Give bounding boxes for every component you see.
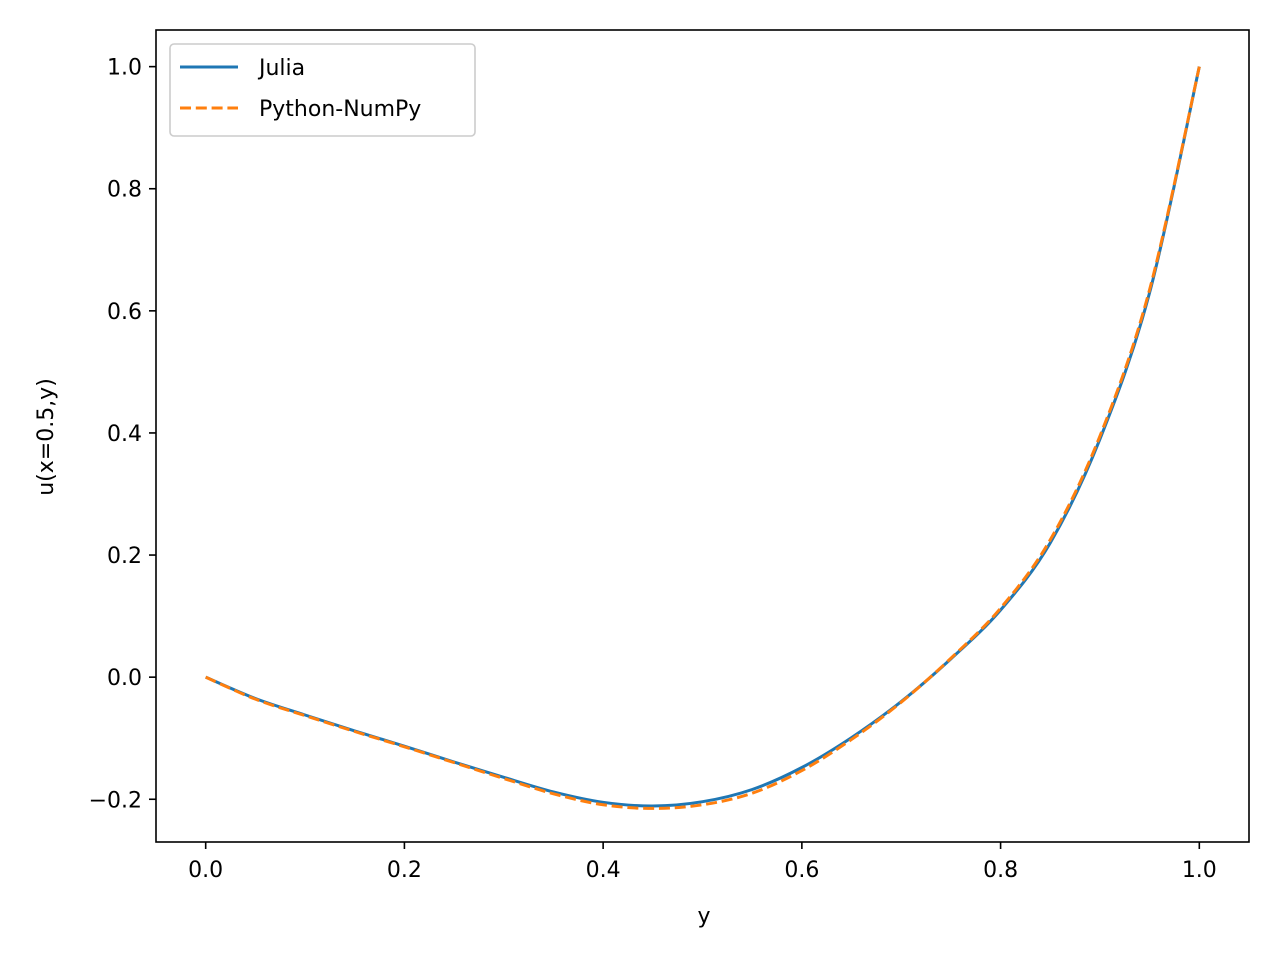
y-tick-label: −0.2: [89, 788, 142, 813]
x-tick-label: 0.2: [387, 858, 422, 883]
y-tick-label: 0.6: [107, 300, 142, 325]
x-axis-label: y: [697, 904, 710, 929]
x-tick-label: 0.6: [784, 858, 819, 883]
y-tick-label: 0.4: [107, 422, 142, 447]
legend: Julia Python-NumPy: [169, 43, 476, 137]
y-tick-label: 1.0: [107, 56, 142, 81]
legend-label-python-numpy: Python-NumPy: [259, 97, 421, 122]
legend-label-julia: Julia: [257, 56, 305, 81]
y-tick-label: 0.0: [107, 666, 142, 691]
series-layer: [205, 66, 1201, 810]
legend-box: [169, 43, 476, 137]
x-tick-label: 0.8: [983, 858, 1018, 883]
y-axis-ticks: −0.2 0.0 0.2 0.4 0.6 0.8 1.0: [89, 56, 156, 813]
x-tick-label: 1.0: [1182, 858, 1217, 883]
y-tick-label: 0.2: [107, 544, 142, 569]
y-tick-label: 0.8: [107, 178, 142, 203]
x-axis-ticks: 0.0 0.2 0.4 0.6 0.8 1.0: [188, 842, 1217, 883]
plot-frame: [155, 29, 1250, 843]
x-tick-label: 0.4: [586, 858, 621, 883]
y-axis-label: u(x=0.5,y): [34, 378, 59, 496]
series-line-python-numpy: [205, 66, 1201, 810]
x-tick-label: 0.0: [188, 858, 223, 883]
